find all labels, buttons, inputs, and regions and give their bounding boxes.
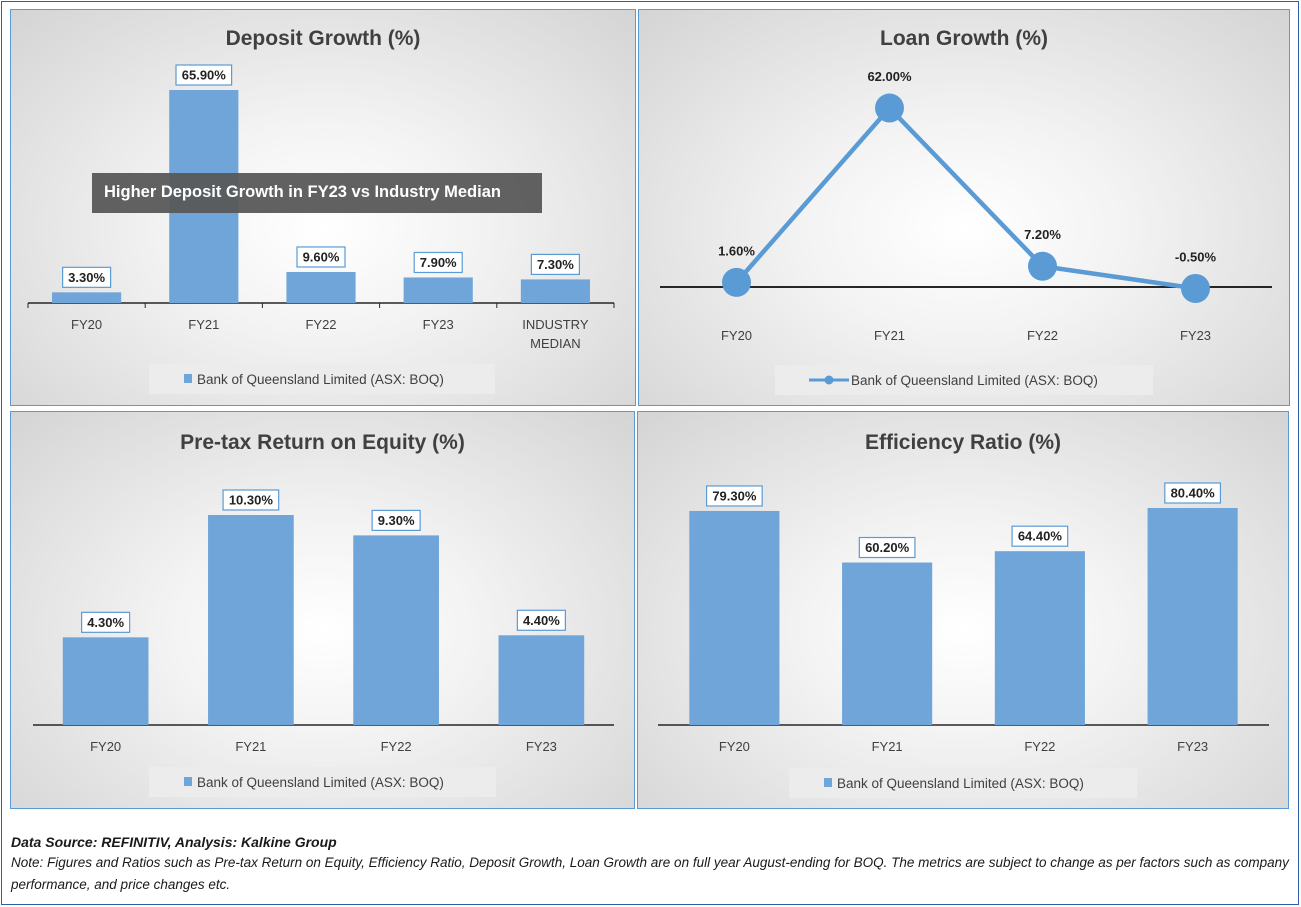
legend-label: Bank of Queensland Limited (ASX: BOQ) — [837, 776, 1084, 791]
line-point — [1181, 273, 1210, 303]
data-label-box — [413, 251, 463, 274]
bar — [52, 292, 122, 303]
data-label: -0.50% — [1175, 249, 1217, 264]
line-point — [1028, 251, 1057, 281]
x-tick-label: FY21 — [874, 328, 905, 343]
x-tick-label: FY21 — [872, 739, 903, 754]
data-label: 60.20% — [865, 540, 910, 555]
series-line — [734, 105, 1196, 291]
data-label-box — [175, 64, 233, 86]
data-label: 3.30% — [68, 270, 105, 285]
chart-title: Deposit Growth (%) — [226, 27, 421, 50]
data-label-box — [705, 485, 763, 507]
bar — [520, 279, 590, 303]
x-tick-label: INDUSTRY MEDIAN — [522, 317, 589, 351]
bar — [62, 637, 149, 725]
x-tick-label: FY20 — [719, 739, 750, 754]
note-text: Note: Figures and Ratios such as Pre-tax… — [11, 855, 1289, 892]
x-tick-label: FY22 — [305, 317, 336, 332]
chart-svg: Pre-tax Return on Equity (%) FY20 FY21 FY22… — [33, 431, 614, 797]
annotation-box — [92, 173, 542, 213]
legend-swatch — [184, 374, 192, 383]
x-tick-label: FY23 — [1177, 739, 1208, 754]
data-label-box — [81, 611, 131, 633]
bar — [842, 562, 933, 725]
x-tick-label: FY20 — [721, 328, 752, 343]
efficiency-ratio-chart: Efficiency Ratio (%) FY20 FY21 FY22 FY23 79.3… — [637, 411, 1289, 809]
bar — [689, 510, 780, 725]
data-label: 4.40% — [523, 613, 560, 628]
data-label-box — [371, 509, 421, 531]
legend-swatch — [824, 778, 832, 787]
data-source-text: Data Source: REFINITIV, Analysis: Kalkin… — [11, 834, 337, 850]
data-label: 79.30% — [712, 488, 757, 503]
data-label: 62.00% — [867, 69, 912, 84]
x-tick-label: FY22 — [1027, 328, 1058, 343]
x-tick-label: FY23 — [526, 739, 557, 754]
bar — [208, 515, 294, 725]
x-tick-label: FY23 — [423, 317, 454, 332]
legend-label: Bank of Queensland Limited (ASX: BOQ) — [851, 373, 1098, 388]
chart-title: Pre-tax Return on Equity (%) — [180, 431, 465, 454]
chart-svg: Loan Growth (%) FY20 FY21 FY22 FY23 1.60% 62.0… — [660, 27, 1272, 395]
data-label: 7.90% — [420, 255, 457, 270]
data-label: 9.60% — [303, 249, 340, 264]
bar — [403, 277, 473, 303]
data-label: 7.30% — [537, 257, 574, 272]
chart-svg: Efficiency Ratio (%) FY20 FY21 FY22 FY23 79.3… — [658, 431, 1269, 798]
chart-title: Efficiency Ratio (%) — [865, 431, 1061, 454]
line-point — [875, 93, 904, 123]
x-tick-label: FY21 — [235, 739, 266, 754]
data-label: 9.30% — [378, 513, 415, 528]
x-tick-label: FY22 — [1024, 739, 1055, 754]
legend-box — [149, 364, 495, 394]
x-tick-label: FY23 — [1180, 328, 1211, 343]
data-label-box — [1164, 482, 1222, 504]
bar — [994, 551, 1085, 725]
data-label: 1.60% — [718, 243, 755, 258]
figure-footer: Data Source: REFINITIV, Analysis: Kalkin… — [11, 832, 1296, 896]
data-label-box — [296, 246, 346, 268]
data-label: 4.30% — [87, 615, 124, 630]
legend-box — [149, 767, 496, 797]
legend-label: Bank of Queensland Limited (ASX: BOQ) — [197, 775, 444, 790]
deposit-growth-chart: Deposit Growth (%) FY20 FY21 FY22 FY23 INDUST… — [10, 9, 636, 406]
data-label-box — [516, 609, 566, 631]
data-label-box — [530, 253, 581, 276]
legend-marker — [824, 375, 834, 385]
pretax-roe-chart: Pre-tax Return on Equity (%) FY20 FY21 FY22… — [10, 411, 635, 809]
legend-label: Bank of Queensland Limited (ASX: BOQ) — [197, 372, 444, 387]
data-label: 7.20% — [1024, 227, 1061, 242]
bar — [286, 271, 356, 303]
bar — [1147, 508, 1238, 725]
chart-svg: Deposit Growth (%) FY20 FY21 FY22 FY23 INDUST… — [27, 27, 615, 394]
data-label: 64.40% — [1018, 529, 1063, 544]
legend-box — [789, 768, 1137, 798]
chart-title: Loan Growth (%) — [880, 27, 1048, 50]
data-label-box — [858, 536, 916, 559]
data-label-box — [1011, 525, 1069, 547]
x-tick-label: FY20 — [71, 317, 102, 332]
x-tick-label: FY21 — [188, 317, 219, 332]
loan-growth-chart: Loan Growth (%) FY20 FY21 FY22 FY23 1.60% 62.0… — [638, 9, 1290, 406]
data-label-box — [61, 266, 112, 288]
data-label-box — [222, 489, 280, 511]
data-label: 10.30% — [229, 493, 274, 508]
bar — [353, 535, 439, 725]
legend-swatch — [184, 777, 192, 786]
x-tick-label: FY22 — [381, 739, 412, 754]
bar — [498, 635, 585, 725]
annotation-text: Higher Deposit Growth in FY23 vs Industr… — [104, 183, 501, 201]
x-tick-label: FY20 — [90, 739, 121, 754]
line-point — [722, 267, 751, 297]
data-label: 80.40% — [1171, 486, 1216, 501]
data-label: 65.90% — [182, 68, 227, 83]
